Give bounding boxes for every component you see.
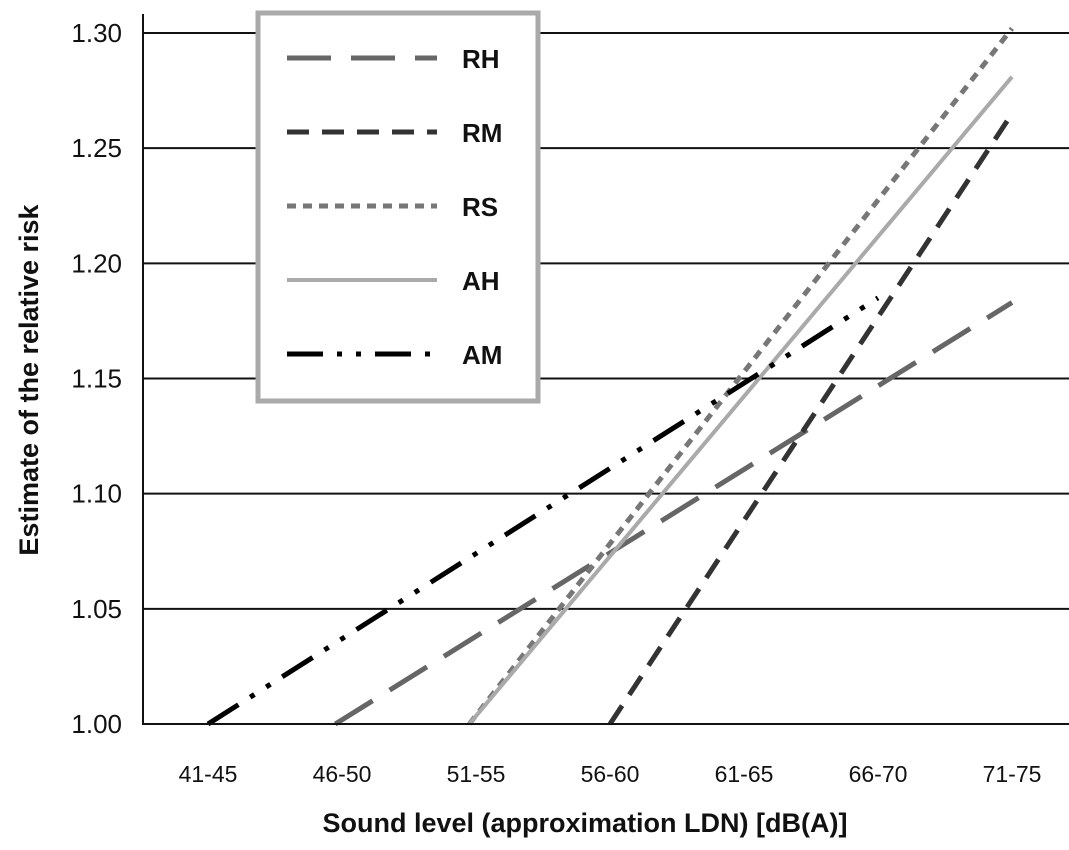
legend-label-ah: AH — [462, 266, 500, 296]
legend-label-am: AM — [462, 340, 502, 370]
y-tick-label: 1.05 — [71, 594, 122, 624]
y-tick-label: 1.00 — [71, 709, 122, 739]
series-line-rh — [333, 300, 1014, 727]
x-axis-title: Sound level (approximation LDN) [dB(A)] — [323, 808, 848, 838]
x-tick-label: 46-50 — [313, 761, 372, 787]
x-tick-label: 51-55 — [447, 761, 506, 787]
legend-label-rm: RM — [462, 118, 502, 148]
y-tick-label: 1.20 — [71, 248, 122, 278]
x-tick-label: 71-75 — [983, 761, 1042, 787]
series-lines — [206, 26, 1015, 727]
legend: RH RM RS AH AM — [255, 10, 541, 404]
series-line-rm — [607, 112, 1015, 726]
x-tick-labels: 41-45 46-50 51-55 56-60 61-65 66-70 71-75 — [179, 761, 1042, 787]
x-tick-label: 66-70 — [849, 761, 908, 787]
x-tick-label: 41-45 — [179, 761, 238, 787]
legend-label-rs: RS — [462, 192, 498, 222]
x-tick-label: 56-60 — [581, 761, 640, 787]
series-line-ah — [467, 75, 1014, 726]
y-tick-label: 1.30 — [71, 18, 122, 48]
y-tick-label: 1.10 — [71, 479, 122, 509]
y-axis-title: Estimate of the relative risk — [14, 203, 44, 555]
y-tick-label: 1.25 — [71, 133, 122, 163]
y-tick-labels: 1.00 1.05 1.10 1.15 1.20 1.25 1.30 — [71, 18, 122, 739]
series-line-rs — [467, 26, 1014, 726]
y-tick-label: 1.15 — [71, 364, 122, 394]
legend-label-rh: RH — [462, 44, 500, 74]
x-tick-label: 61-65 — [715, 761, 774, 787]
axes — [142, 14, 1069, 725]
